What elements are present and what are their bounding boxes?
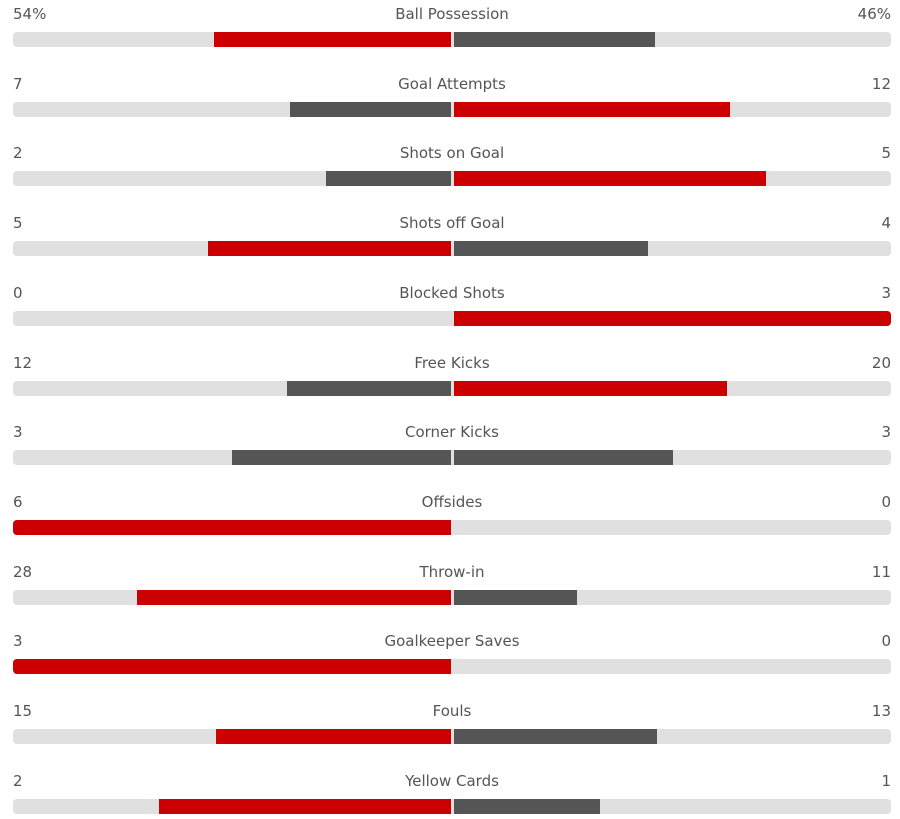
stat-track [13,589,891,605]
stat-track [13,241,891,257]
home-bar [232,450,451,466]
home-value: 15 [13,702,33,720]
stat-row: 3 Corner Kicks 3 [0,416,900,476]
stat-label: Corner Kicks [405,423,499,442]
away-value: 4 [881,214,891,233]
away-value: 12 [871,74,891,93]
home-bar [286,380,451,396]
home-value: 7 [13,74,23,93]
stat-track [13,101,891,117]
home-value: 3 [13,632,23,651]
home-bar [325,171,451,187]
away-value: 13 [871,702,891,720]
home-bar [214,32,451,47]
away-value: 0 [881,492,891,511]
away-value: 11 [871,562,891,581]
home-bar [13,519,451,535]
home-value: 5 [13,214,23,233]
stat-label: Goalkeeper Saves [384,632,520,651]
away-bar [454,101,730,117]
stat-track [13,519,891,535]
stat-row: 54% Ball Possession 46% [0,0,900,58]
away-value: 20 [871,353,891,372]
home-bar [289,101,451,117]
stat-row: 28 Throw-in 11 [0,556,900,616]
stat-row: 6 Offsides 0 [0,486,900,546]
stat-track [13,729,891,744]
stat-track [13,380,891,396]
stat-track [13,310,891,326]
stat-row: 5 Shots off Goal 4 [0,207,900,267]
home-bar [207,241,451,257]
home-value: 6 [13,492,23,511]
home-bar [13,659,451,675]
stat-row: 2 Yellow Cards 1 [0,765,900,819]
away-bar [454,798,600,814]
stat-label: Free Kicks [414,353,490,372]
away-value: 5 [881,144,891,163]
away-bar [454,32,656,47]
stat-label: Throw-in [419,562,485,581]
away-bar [454,310,891,326]
stat-row: 2 Shots on Goal 5 [0,137,900,197]
away-bar [454,171,767,187]
home-value: 28 [13,562,33,581]
stat-label: Shots on Goal [399,144,505,163]
home-value: 12 [13,353,33,372]
stat-track [13,659,891,675]
home-value: 54% [13,5,47,23]
home-bar [159,798,451,814]
stat-row: 3 Goalkeeper Saves 0 [0,625,900,685]
away-bar [454,589,578,605]
away-bar [454,380,728,396]
away-value: 46% [857,5,891,23]
stat-track [13,798,891,814]
stat-row: 0 Blocked Shots 3 [0,277,900,337]
home-bar [216,729,451,744]
stat-label: Goal Attempts [398,74,506,93]
stat-track [13,32,891,47]
away-bar [454,241,649,257]
away-bar [454,450,673,466]
away-value: 3 [881,423,891,442]
away-value: 3 [881,283,891,302]
stat-label: Yellow Cards [405,771,499,790]
stat-label: Shots off Goal [399,214,505,233]
home-value: 3 [13,423,23,442]
stat-label: Fouls [432,702,472,720]
home-bar [136,589,451,605]
home-value: 0 [13,283,23,302]
home-value: 2 [13,771,23,790]
away-bar [454,729,657,744]
stat-track [13,171,891,187]
stat-label: Offsides [421,492,483,511]
stat-label: Blocked Shots [399,283,505,302]
stat-row: 12 Free Kicks 20 [0,347,900,407]
stat-row: 7 Goal Attempts 12 [0,68,900,128]
away-value: 1 [881,771,891,790]
home-value: 2 [13,144,23,163]
away-value: 0 [881,632,891,651]
stat-row: 15 Fouls 13 [0,695,900,755]
stat-label: Ball Possession [395,5,509,23]
stat-track [13,450,891,466]
